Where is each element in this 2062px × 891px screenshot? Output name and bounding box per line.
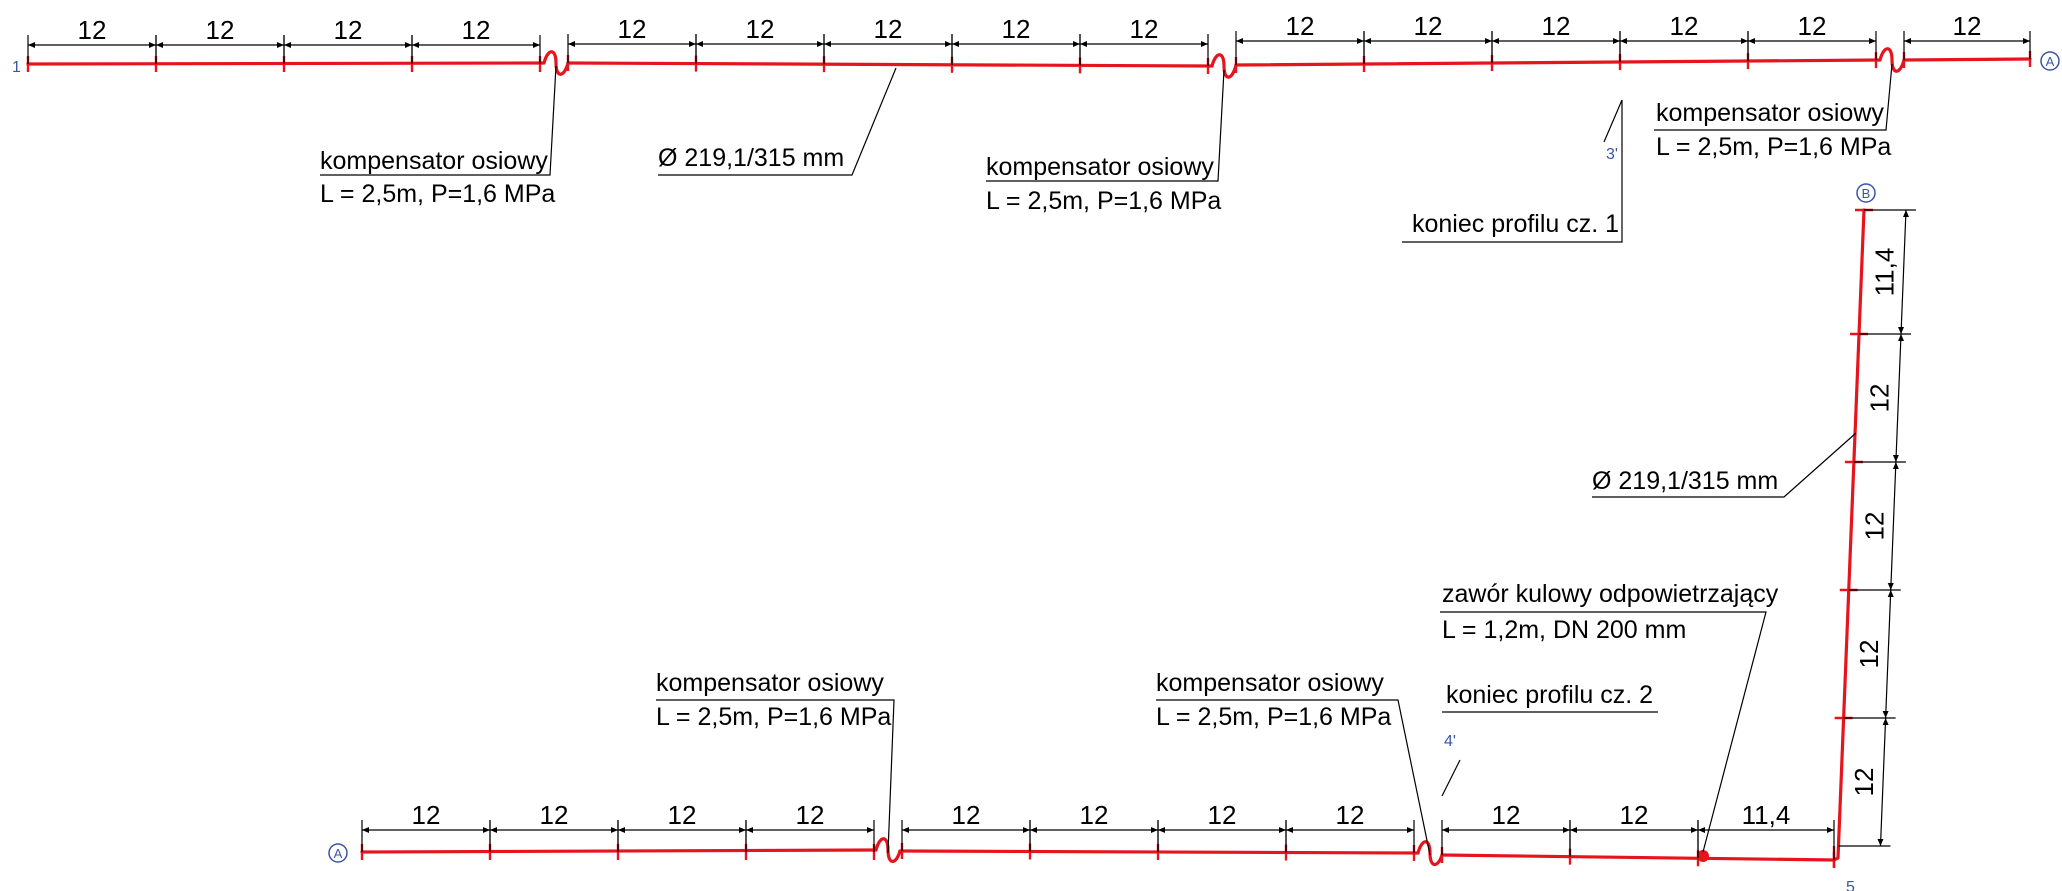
- profile-end-2-callout: 4' koniec profilu cz. 2: [1442, 681, 1658, 796]
- point-b-marker: B: [1857, 184, 1875, 202]
- vertical-pipe-section: B 11,4 12 12 12 12 Ø 219,1/315 mm: [1592, 184, 1916, 868]
- dimension-label: 12: [1798, 11, 1827, 41]
- compensator-1-title: kompensator osiowy: [320, 147, 548, 175]
- dimension-label: 12: [540, 800, 569, 830]
- dimension-label: 12: [1208, 800, 1237, 830]
- dimension-label: 12: [1080, 800, 1109, 830]
- dimension-label: 12: [1542, 11, 1571, 41]
- profile-end-1-callout: 3' koniec profilu cz. 1: [1402, 100, 1622, 242]
- dimension-label: 12: [1002, 14, 1031, 44]
- compensator-2-callout: kompensator osiowy L = 2,5m, P=1,6 MPa: [986, 70, 1224, 215]
- dimension-label: 12: [206, 15, 235, 45]
- dimension-label: 12: [1414, 11, 1443, 41]
- svg-text:A: A: [2046, 54, 2055, 69]
- dimension-label: 12: [1336, 800, 1365, 830]
- dimension-label: 11,4: [1742, 800, 1791, 830]
- compensator-2-title: kompensator osiowy: [986, 153, 1214, 181]
- bottom-segment-ticks: [362, 843, 1834, 868]
- dimension-label: 12: [334, 15, 363, 45]
- dimension-label: 12: [618, 14, 647, 44]
- compensator-5-spec: L = 2,5m, P=1,6 MPa: [1156, 703, 1391, 731]
- bottom-pipe-line: [362, 850, 1834, 860]
- profile-end-2-label: koniec profilu cz. 2: [1446, 681, 1653, 709]
- dimension-label: 12: [1286, 11, 1315, 41]
- point-a-bottom-marker: A: [329, 844, 347, 862]
- dimension-label: 12: [874, 14, 903, 44]
- pipe-diameter-label-vertical: Ø 219,1/315 mm: [1592, 467, 1778, 495]
- compensator-2-spec: L = 2,5m, P=1,6 MPa: [986, 187, 1221, 215]
- dimension-label: 12: [1492, 800, 1521, 830]
- point-a-top-marker: A: [2041, 52, 2059, 70]
- dimension-label: 12: [1854, 640, 1884, 669]
- dimension-label: 12: [668, 800, 697, 830]
- dimension-label: 12: [796, 800, 825, 830]
- compensator-5-title: kompensator osiowy: [1156, 669, 1384, 697]
- point-3-label: 3': [1606, 146, 1618, 163]
- dimension-label: 11,4: [1870, 248, 1900, 297]
- compensator-3-callout: kompensator osiowy L = 2,5m, P=1,6 MPa: [1654, 64, 1892, 161]
- start-point-label: 1: [12, 59, 21, 76]
- dimension-label: 12: [462, 15, 491, 45]
- top-pipe-section: 1 A 12 12 12 12 12 12 12 12 12 12 12 12 12 12 12 kompe…: [12, 11, 2059, 242]
- top-dimension-chain: 12 12 12 12 12 12 12 12 12 12 12 12 12 12 12: [28, 11, 2030, 66]
- point-4-label: 4': [1444, 733, 1456, 750]
- valve-title: zawór kulowy odpowietrzający: [1442, 580, 1779, 608]
- dimension-label: 12: [1620, 800, 1649, 830]
- dimension-label: 12: [1953, 11, 1982, 41]
- dimension-label: 12: [78, 15, 107, 45]
- dimension-label: 12: [952, 800, 981, 830]
- pipe-diameter-callout-vertical: Ø 219,1/315 mm: [1592, 433, 1856, 497]
- bottom-pipe-section: A 5 12 12 12 12 12 12 12 12 12 12 11,4 kompensator…: [329, 580, 1855, 891]
- compensator-1-callout: kompensator osiowy L = 2,5m, P=1,6 MPa: [320, 66, 556, 208]
- dimension-label: 12: [1670, 11, 1699, 41]
- valve-spec: L = 1,2m, DN 200 mm: [1442, 616, 1686, 644]
- dimension-label: 12: [412, 800, 441, 830]
- compensator-3-spec: L = 2,5m, P=1,6 MPa: [1656, 133, 1891, 161]
- dimension-label: 12: [1849, 768, 1879, 797]
- svg-text:A: A: [334, 846, 343, 861]
- compensator-4-title: kompensator osiowy: [656, 669, 884, 697]
- pipe-diameter-label-top: Ø 219,1/315 mm: [658, 144, 844, 172]
- end-point-label: 5: [1846, 879, 1855, 891]
- compensator-3-title: kompensator osiowy: [1656, 99, 1884, 127]
- dimension-label: 12: [1864, 384, 1894, 413]
- svg-text:B: B: [1862, 186, 1871, 201]
- dimension-label: 12: [1130, 14, 1159, 44]
- profile-end-1-label: koniec profilu cz. 1: [1412, 210, 1619, 238]
- dimension-label: 12: [746, 14, 775, 44]
- top-pipe-line: [28, 59, 2030, 66]
- compensator-1-spec: L = 2,5m, P=1,6 MPa: [320, 180, 555, 208]
- compensator-4-spec: L = 2,5m, P=1,6 MPa: [656, 703, 891, 731]
- dimension-label: 12: [1859, 512, 1889, 541]
- pipe-diameter-callout-top: Ø 219,1/315 mm: [658, 68, 896, 175]
